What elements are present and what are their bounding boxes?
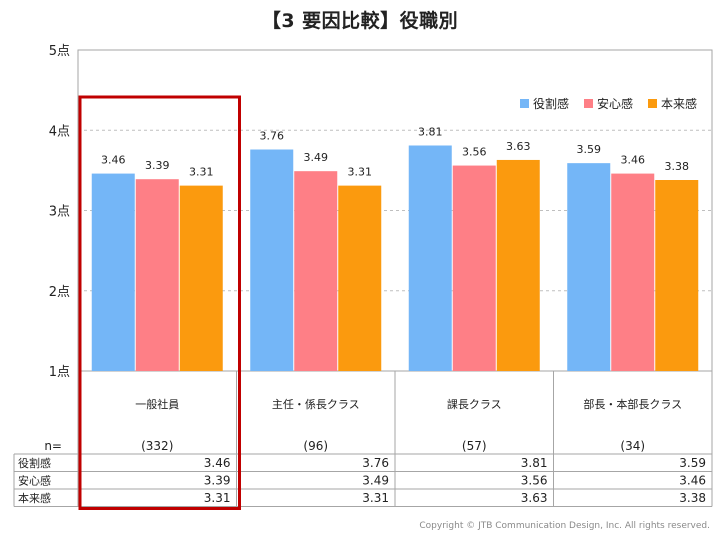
y-tick-label: 5点 (49, 44, 70, 59)
table-row-label: 役割感 (18, 456, 51, 470)
value-label: 3.31 (189, 166, 214, 179)
table-cell: 3.81 (521, 456, 548, 470)
highlight-rect (78, 95, 241, 510)
table-cell: 3.46 (679, 474, 706, 488)
copyright-text: Copyright © JTB Communication Design, In… (419, 521, 710, 531)
n-value: (332) (141, 439, 173, 453)
legend-label: 安心感 (597, 96, 633, 111)
bar (338, 185, 382, 371)
category-label: 一般社員 (135, 397, 179, 411)
bar (655, 180, 699, 371)
value-label: 3.76 (260, 130, 285, 143)
chart-title: 【3 要因比較】役職別 (261, 10, 459, 32)
value-label: 3.38 (665, 160, 690, 173)
table-cell: 3.46 (204, 456, 231, 470)
legend-swatch (648, 99, 657, 108)
n-value: (57) (462, 439, 487, 453)
y-tick-label: 2点 (49, 285, 70, 300)
bar (294, 171, 338, 371)
bar (567, 163, 611, 371)
value-label: 3.46 (621, 154, 646, 167)
bar (408, 145, 452, 371)
table-row-label: 安心感 (18, 474, 51, 488)
n-value: (96) (303, 439, 328, 453)
axis-frame (77, 49, 713, 507)
value-label: 3.56 (462, 146, 487, 159)
y-tick-label: 4点 (49, 124, 70, 139)
bar (250, 149, 294, 371)
y-tick-label: 1点 (49, 365, 70, 380)
highlight-box (78, 95, 241, 510)
table-cell: 3.39 (204, 474, 231, 488)
value-label: 3.81 (418, 125, 443, 138)
value-labels: 1点 2点 3点 4点 5点 3.46 3.39 3.31 一般社員 3.76 3.49 3.31 主任… (49, 44, 689, 411)
table-cell: 3.31 (362, 491, 389, 505)
bars (91, 145, 699, 371)
legend: 役割感 安心感 本来感 (520, 96, 697, 111)
table-cell: 3.38 (679, 491, 706, 505)
value-label: 3.63 (506, 140, 531, 153)
n-label: n= (44, 439, 62, 453)
table-cell: 3.63 (521, 491, 548, 505)
category-label: 主任・係長クラス (272, 398, 360, 411)
y-tick-label: 3点 (49, 205, 70, 220)
value-label: 3.49 (304, 151, 329, 164)
bar (91, 173, 135, 371)
value-label: 3.46 (101, 154, 126, 167)
bar (135, 179, 179, 371)
table-row-label: 本来感 (18, 491, 51, 505)
table-cell: 3.59 (679, 456, 706, 470)
bar (611, 173, 655, 371)
value-label: 3.31 (348, 166, 373, 179)
bar (452, 165, 496, 371)
legend-swatch (584, 99, 593, 108)
legend-label: 本来感 (661, 96, 697, 111)
bar (179, 185, 223, 371)
value-label: 3.39 (145, 159, 170, 172)
n-value: (34) (620, 439, 645, 453)
bar (496, 159, 540, 371)
table-cell: 3.56 (521, 474, 548, 488)
legend-label: 役割感 (533, 96, 569, 111)
table-cell: 3.76 (362, 456, 389, 470)
category-label: 部長・本部長クラス (583, 397, 682, 411)
table-cell: 3.31 (204, 491, 231, 505)
legend-swatch (520, 99, 529, 108)
table-cell: 3.49 (362, 474, 389, 488)
category-label: 課長クラス (447, 397, 502, 411)
data-table: (332) (96) (57) (34) n= 役割感 3.46 3.76 3.81 3.59 安心… (13, 439, 712, 507)
value-label: 3.59 (577, 143, 602, 156)
